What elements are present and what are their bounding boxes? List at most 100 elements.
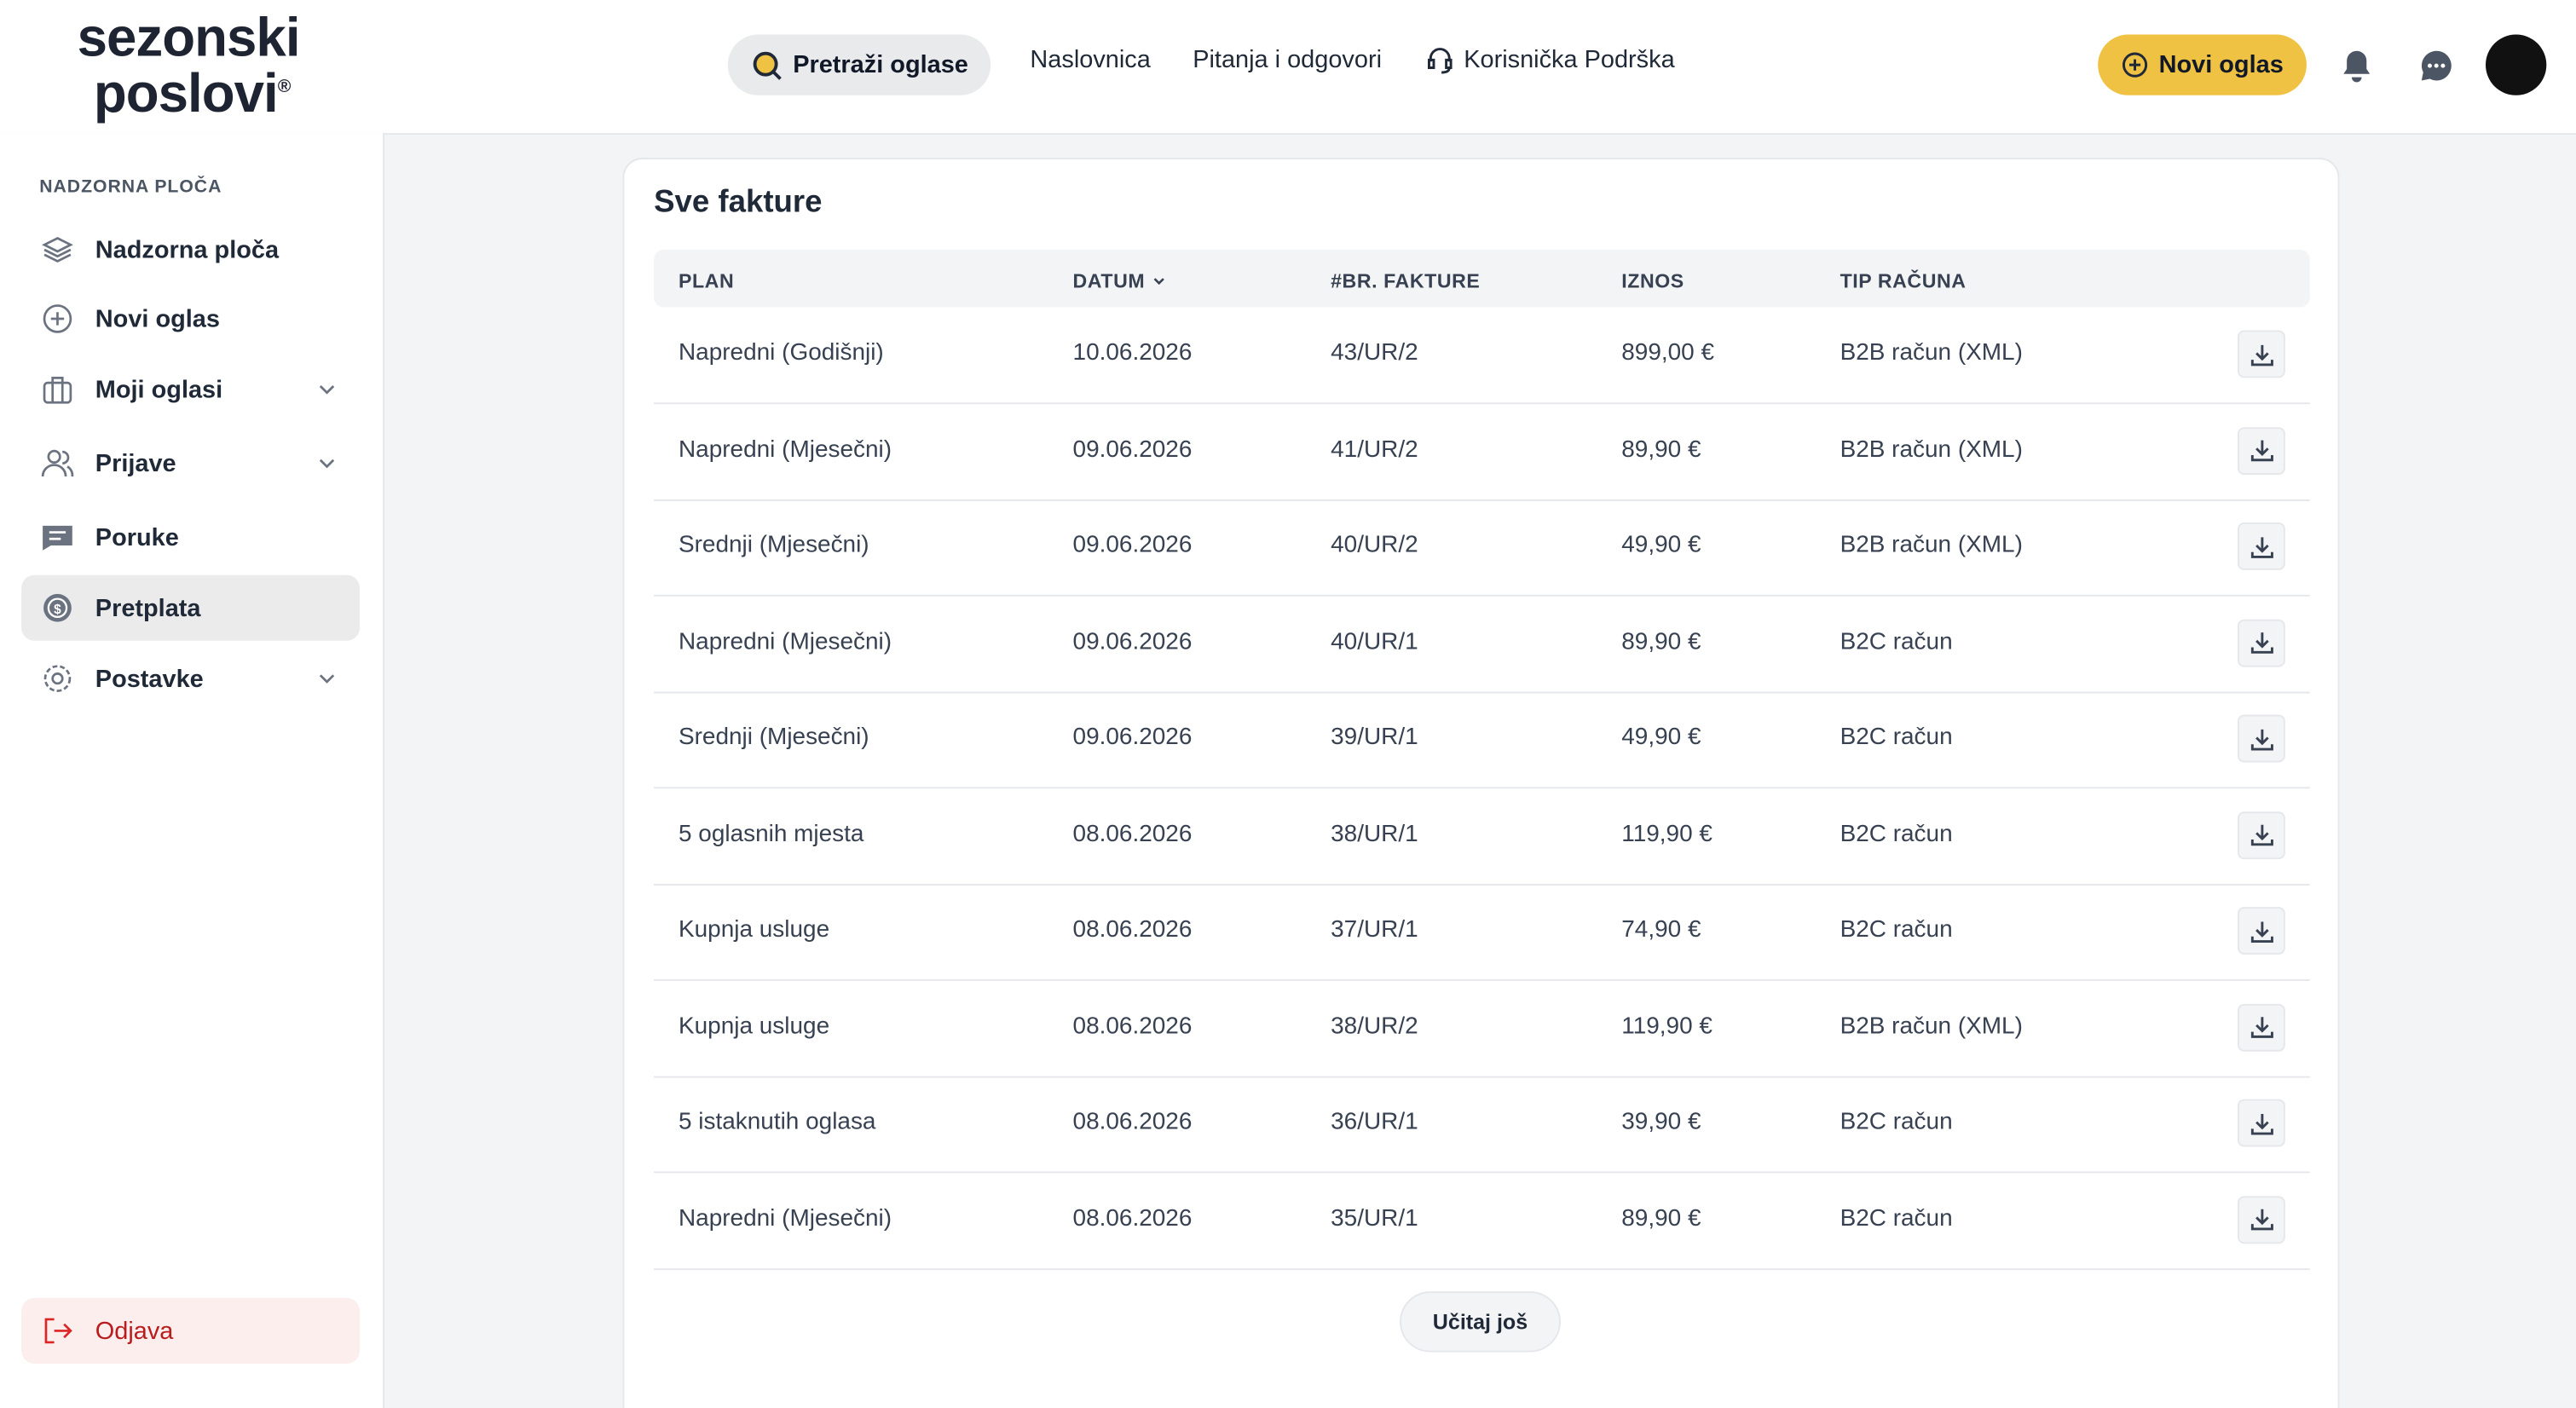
download-button[interactable] xyxy=(2237,1195,2285,1244)
download-button[interactable] xyxy=(2237,1002,2285,1051)
logout-label: Odjava xyxy=(95,1317,174,1345)
logo-mark: ® xyxy=(277,77,292,97)
table-cell: 5 istaknutih oglasa xyxy=(678,1109,876,1136)
download-button[interactable] xyxy=(2237,811,2285,859)
table-cell: 08.06.2026 xyxy=(1072,1013,1193,1040)
icon xyxy=(43,525,72,551)
table-cell: 119,90 € xyxy=(1621,820,1713,847)
sidebar-label: Pretplata xyxy=(95,593,201,622)
card-title: Sve fakture xyxy=(654,185,823,221)
table-cell: Napredni (Mjesečni) xyxy=(678,1204,892,1232)
column-header: #BR. FAKTURE xyxy=(1331,269,1481,293)
table-row: 5 istaknutih oglasa 08.06.2026 36/UR/1 39,9… xyxy=(654,1076,2310,1174)
table-cell: 43/UR/2 xyxy=(1331,340,1418,366)
table-row: Kupnja usluge 08.06.2026 37/UR/1 74,90 € B2C… xyxy=(654,884,2310,981)
nav-label: Korisnička Podrška xyxy=(1464,45,1675,74)
sidebar-item[interactable]: Nadzorna ploča xyxy=(21,216,360,282)
logo[interactable]: sezonski poslovi® xyxy=(78,10,301,120)
sidebar-label: Prijave xyxy=(95,449,176,477)
table-row: Kupnja usluge 08.06.2026 38/UR/2 119,90 € B2… xyxy=(654,980,2310,1077)
table-cell: B2C račun xyxy=(1840,916,1953,943)
table-cell: 41/UR/2 xyxy=(1331,436,1418,463)
sidebar-item[interactable]: Poruke xyxy=(21,505,360,570)
table-cell: 39/UR/1 xyxy=(1331,724,1418,751)
download-button[interactable] xyxy=(2237,330,2285,378)
table-cell: Kupnja usluge xyxy=(678,916,830,943)
chevron xyxy=(319,459,335,469)
svg-text:$: $ xyxy=(54,603,61,617)
download-icon xyxy=(2250,1113,2273,1134)
sidebar: NADZORNA PLOČA Nadzorna ploča Novi oglas… xyxy=(0,133,384,1408)
sort-icon xyxy=(1153,277,1164,285)
sidebar-label: Postavke xyxy=(95,664,204,693)
table-cell: 89,90 € xyxy=(1621,1204,1701,1232)
icon xyxy=(41,449,74,477)
sidebar-item-active[interactable]: $ Pretplata xyxy=(21,574,361,641)
notifications-button[interactable] xyxy=(2339,48,2373,84)
logout-button[interactable]: Odjava xyxy=(21,1297,361,1364)
table-cell: 38/UR/2 xyxy=(1331,1013,1418,1040)
download-icon xyxy=(2250,632,2273,654)
table-cell: 899,00 € xyxy=(1621,340,1715,366)
search-button[interactable]: Pretraži oglase xyxy=(727,34,991,95)
table-cell: 08.06.2026 xyxy=(1072,916,1193,943)
messages-button[interactable] xyxy=(2420,49,2453,83)
nav-link[interactable]: Pitanja i odgovori xyxy=(1193,45,1383,74)
search-label: Pretraži oglase xyxy=(793,50,968,79)
download-button[interactable] xyxy=(2237,618,2285,666)
table-cell: 89,90 € xyxy=(1621,628,1701,655)
table-cell: Srednji (Mjesečni) xyxy=(678,532,869,559)
download-icon xyxy=(2250,824,2273,846)
download-icon xyxy=(2250,920,2273,943)
table-cell: 49,90 € xyxy=(1621,532,1701,559)
column-header-sortable[interactable]: DATUM xyxy=(1073,269,1167,292)
download-button[interactable] xyxy=(2237,714,2285,763)
table-row: Srednji (Mjesečni) 09.06.2026 39/UR/1 49,90… xyxy=(654,692,2310,789)
table-cell: B2B račun (XML) xyxy=(1840,1013,2023,1040)
sidebar-item[interactable]: Prijave xyxy=(21,430,360,496)
table-cell: 119,90 € xyxy=(1621,1013,1713,1040)
icon xyxy=(43,304,72,333)
sidebar-item[interactable]: Novi oglas xyxy=(21,286,360,351)
icon xyxy=(44,1318,72,1344)
download-button[interactable] xyxy=(2237,1099,2285,1147)
table-cell: Napredni (Mjesečni) xyxy=(678,436,892,463)
load-more-button[interactable]: Učitaj još xyxy=(1400,1291,1561,1353)
download-icon xyxy=(2250,440,2273,462)
table-header: PLAN DATUM #BR. FAKTURE IZNOS TIP RAČUNA xyxy=(654,250,2310,308)
download-button[interactable] xyxy=(2237,907,2285,955)
table-row: Napredni (Mjesečni) 09.06.2026 41/UR/2 89,9… xyxy=(654,403,2310,500)
support-icon xyxy=(1427,48,1453,74)
download-button[interactable] xyxy=(2237,522,2285,570)
table-cell: 10.06.2026 xyxy=(1072,340,1193,366)
chevron xyxy=(319,385,335,395)
logo-line2: poslovi xyxy=(93,62,279,124)
table-cell: Napredni (Godišnji) xyxy=(678,340,884,366)
table-cell: 09.06.2026 xyxy=(1072,436,1193,463)
table-cell: 39,90 € xyxy=(1621,1109,1701,1136)
table-cell: 40/UR/1 xyxy=(1331,628,1418,655)
download-button[interactable] xyxy=(2237,426,2285,475)
header: sezonski poslovi® Pretraži oglase Naslov… xyxy=(0,0,2576,136)
sidebar-label: Novi oglas xyxy=(95,304,220,333)
table-row: Napredni (Mjesečni) 09.06.2026 40/UR/1 89,9… xyxy=(654,596,2310,693)
table-cell: B2B račun (XML) xyxy=(1840,340,2023,366)
download-icon xyxy=(2250,1209,2273,1231)
table-cell: 08.06.2026 xyxy=(1072,820,1193,847)
nav-support[interactable]: Korisnička Podrška xyxy=(1424,44,1675,76)
sidebar-item[interactable]: Postavke xyxy=(21,646,360,712)
new-ad-button[interactable]: Novi oglas xyxy=(2098,34,2307,95)
table-cell: 35/UR/1 xyxy=(1331,1204,1418,1232)
table-cell: 74,90 € xyxy=(1621,916,1701,943)
table-cell: B2C račun xyxy=(1840,1204,1953,1232)
sidebar-item[interactable]: Moji oglasi xyxy=(21,356,360,422)
table-cell: Napredni (Mjesečni) xyxy=(678,628,892,655)
column-header: TIP RAČUNA xyxy=(1840,269,1967,293)
nav-link[interactable]: Naslovnica xyxy=(1030,45,1151,74)
avatar[interactable] xyxy=(2486,34,2547,95)
table-cell: B2B račun (XML) xyxy=(1840,532,2023,559)
table-cell: B2C račun xyxy=(1840,724,1953,751)
table-cell: 09.06.2026 xyxy=(1072,724,1193,751)
plus-icon xyxy=(2123,52,2148,78)
